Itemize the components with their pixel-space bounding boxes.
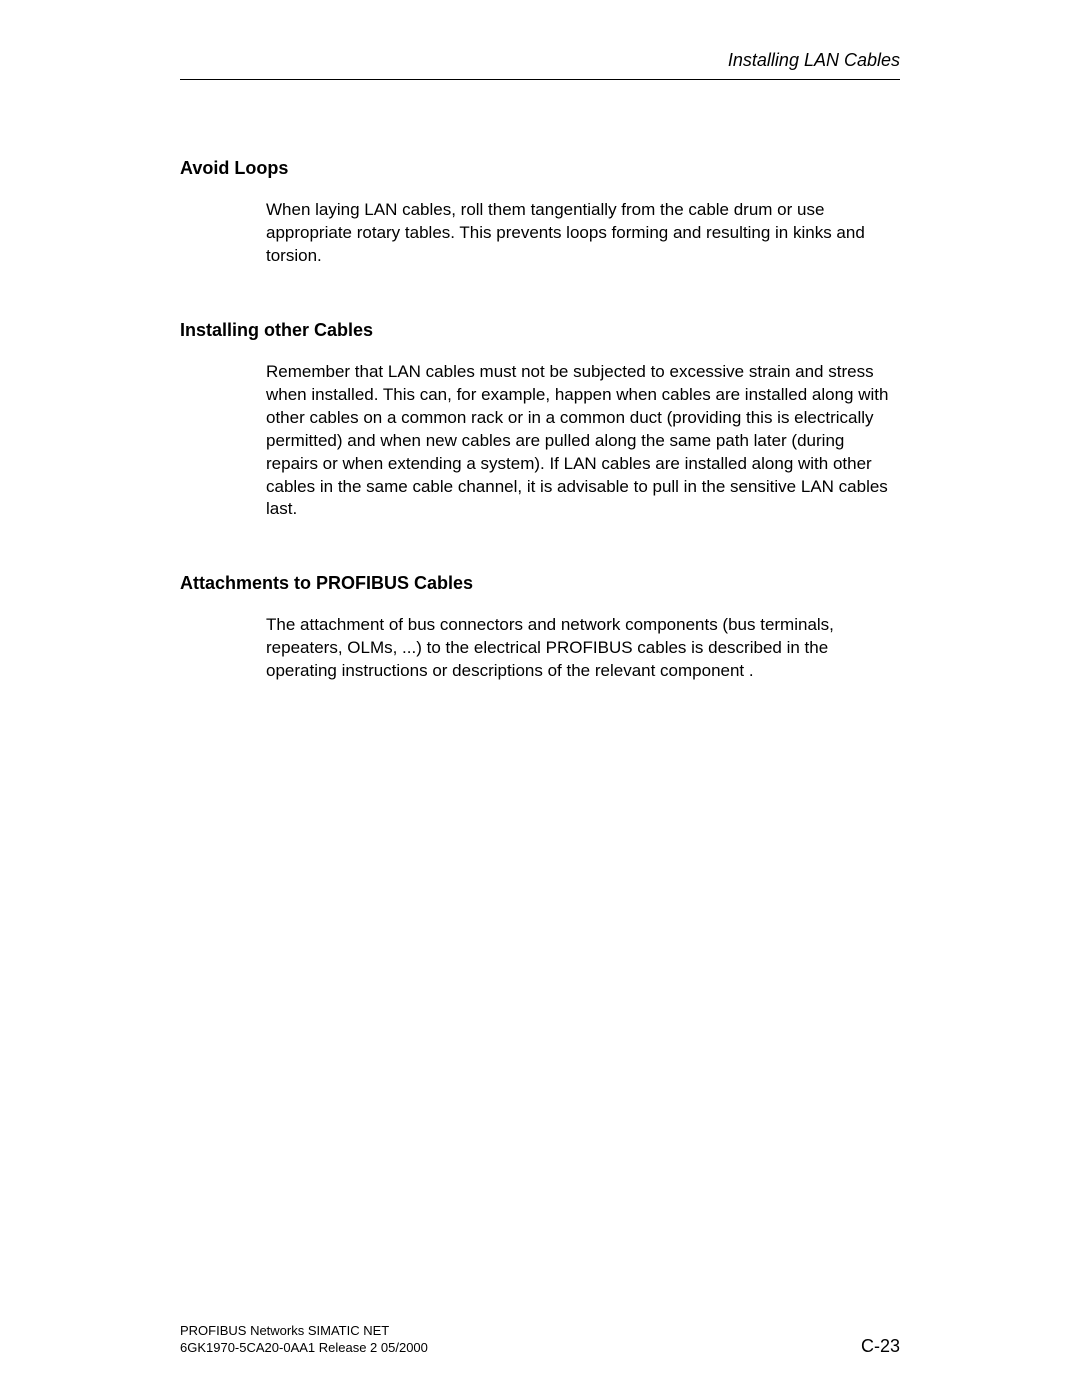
section-attachments-profibus: Attachments to PROFIBUS Cables The attac…: [180, 573, 900, 683]
footer-page-number: C-23: [861, 1336, 900, 1357]
footer-line1: PROFIBUS Networks SIMATIC NET: [180, 1323, 428, 1340]
section-avoid-loops: Avoid Loops When laying LAN cables, roll…: [180, 158, 900, 268]
footer-line2: 6GK1970-5CA20-0AA1 Release 2 05/2000: [180, 1340, 428, 1357]
section-heading: Installing other Cables: [180, 320, 900, 341]
page-header-title: Installing LAN Cables: [180, 50, 900, 80]
section-body: The attachment of bus connectors and net…: [180, 614, 900, 683]
section-body: When laying LAN cables, roll them tangen…: [180, 199, 900, 268]
section-installing-other-cables: Installing other Cables Remember that LA…: [180, 320, 900, 522]
section-heading: Avoid Loops: [180, 158, 900, 179]
footer-left: PROFIBUS Networks SIMATIC NET 6GK1970-5C…: [180, 1323, 428, 1357]
document-page: Installing LAN Cables Avoid Loops When l…: [0, 0, 1080, 1397]
section-heading: Attachments to PROFIBUS Cables: [180, 573, 900, 594]
page-footer: PROFIBUS Networks SIMATIC NET 6GK1970-5C…: [180, 1323, 900, 1357]
section-body: Remember that LAN cables must not be sub…: [180, 361, 900, 522]
